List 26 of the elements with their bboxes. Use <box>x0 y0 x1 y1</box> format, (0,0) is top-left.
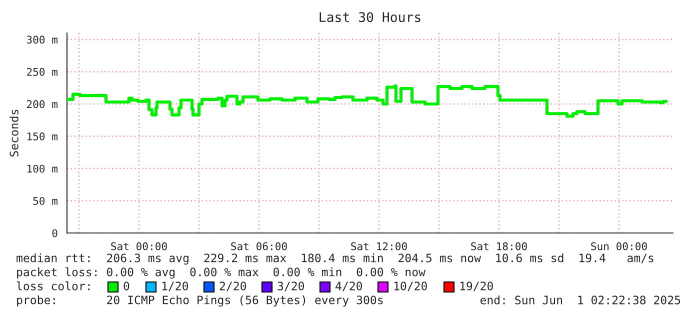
y-tick-label: 200 m <box>26 100 58 108</box>
text: 1/20 <box>162 282 188 292</box>
text: 3/20 <box>278 282 304 292</box>
x-tick-label: Sat 00:00 <box>111 242 167 250</box>
text: 4/20 <box>336 282 362 292</box>
x-tick-label: Sun 00:00 <box>591 242 647 250</box>
text: end: Sun Jun 1 02:22:38 2025 <box>480 295 680 304</box>
chart-title: Last 30 Hours <box>320 12 420 22</box>
text: median rtt: 206.3 ms avg 229.2 ms max 180.4 ms min 204.5 ms now 10.6 ms sd 19.4 am/s <box>16 253 654 265</box>
y-axis-title: Seconds <box>9 110 18 157</box>
y-tick-label: 150 m <box>27 132 58 140</box>
x-tick-label: Sat 12:00 <box>351 242 407 250</box>
y-tick-label: 0 <box>52 229 58 238</box>
text: 19/20 <box>460 282 493 292</box>
text: probe: 20 ICMP Echo Pings (56 Bytes) every 300s <box>17 295 383 307</box>
legend-label: 0 <box>124 282 130 290</box>
y-tick-label: 100 m <box>27 164 58 173</box>
text: packet loss: 0.00 % avg 0.00 % max 0.00 % min 0.00 % now <box>17 267 426 279</box>
text: 2/20 <box>220 282 246 292</box>
y-tick-label: 50 m <box>33 196 58 205</box>
y-tick-label: 250 m <box>26 68 58 76</box>
text: loss color: <box>16 281 90 290</box>
x-tick-label: Sat 06:00 <box>231 242 287 250</box>
y-tick-label: 300 m <box>26 36 58 44</box>
x-tick-label: Sat 18:00 <box>471 242 527 250</box>
text: 10/20 <box>394 282 427 292</box>
